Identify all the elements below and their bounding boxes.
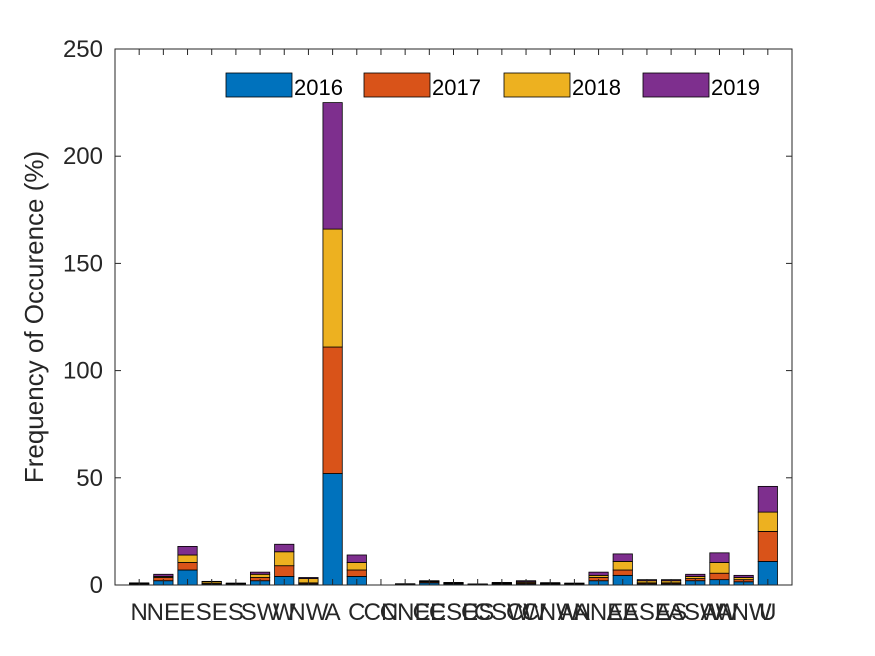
- x-tick-label-S: S: [228, 599, 244, 626]
- x-tick-label-CSE: CSE: [429, 599, 478, 626]
- x-tick-label-ASE: ASE: [623, 599, 671, 626]
- y-tick-label-250: 250: [63, 36, 103, 63]
- legend-label-2019: 2019: [711, 75, 760, 100]
- bar-A-2019: [322, 102, 343, 230]
- x-tick-label-SW: SW: [241, 599, 280, 626]
- x-tick-label-E: E: [180, 599, 196, 626]
- x-tick-label-ANW: ANW: [716, 599, 772, 626]
- x-tick-label-CNE: CNE: [380, 599, 431, 626]
- bar-NW-2019: [298, 577, 319, 579]
- x-tick-label-CN: CN: [364, 599, 399, 626]
- bar-AW-2017: [709, 572, 730, 581]
- legend-swatch-2017: [363, 72, 431, 98]
- x-tick-label-SE: SE: [196, 599, 228, 626]
- bar-C-2017: [346, 569, 367, 577]
- bar-SW-2019: [249, 571, 271, 575]
- x-tick-label-U: U: [759, 599, 776, 626]
- bar-AE-2017: [612, 569, 633, 576]
- y-axis: 0 50 100 150 200 250: [63, 36, 792, 599]
- bar-ANE-2019: [588, 571, 609, 576]
- bar-A-2017: [322, 346, 343, 474]
- x-tick-label-CSW: CSW: [474, 599, 530, 626]
- x-tick-label-CE: CE: [413, 599, 446, 626]
- x-tick-label-CS: CS: [461, 599, 494, 626]
- x-tick-label-N: N: [131, 599, 148, 626]
- x-tick-label-AW: AW: [701, 599, 739, 626]
- bar-E-2018: [177, 554, 198, 563]
- legend-swatch-2016: [225, 72, 293, 98]
- x-tick-label-NE: NE: [147, 599, 180, 626]
- x-tick-label-W: W: [273, 599, 296, 626]
- y-tick-label-50: 50: [76, 465, 103, 492]
- x-tick-label-C: C: [348, 599, 365, 626]
- bar-U-2017: [757, 531, 778, 562]
- legend-swatch-2018: [503, 72, 571, 98]
- legend-swatch-2019: [642, 72, 710, 98]
- bar-ASW-2019: [685, 573, 706, 577]
- bar-C-2019: [346, 554, 367, 563]
- x-tick-label-CW: CW: [506, 599, 546, 626]
- bar-E-2017: [177, 562, 198, 571]
- bar-W-2019: [274, 543, 295, 553]
- x-tick-label-AS: AS: [655, 599, 687, 626]
- legend-label-2017: 2017: [432, 75, 481, 100]
- y-tick-label-200: 200: [63, 143, 103, 170]
- bar-C-2018: [346, 562, 367, 571]
- y-tick-label-100: 100: [63, 358, 103, 385]
- bar-W-2018: [274, 551, 295, 567]
- bar-A-2018: [322, 228, 343, 348]
- y-tick-label-0: 0: [90, 572, 103, 599]
- x-tick-label-NW: NW: [288, 599, 328, 626]
- bar-AW-2019: [709, 552, 730, 563]
- bar-AE-2019: [612, 553, 633, 562]
- bar-NE-2019: [153, 573, 174, 577]
- bar-U-2019: [757, 485, 778, 513]
- x-tick-label-ANE: ANE: [574, 599, 623, 626]
- x-tick-label-AE: AE: [607, 599, 639, 626]
- legend: 2016 2017 2018 2019: [225, 72, 760, 100]
- x-tick-label-ASW: ASW: [668, 599, 723, 626]
- legend-label-2018: 2018: [572, 75, 621, 100]
- x-tick-label-A: A: [325, 599, 341, 626]
- y-axis-label: Frequency of Occurence (%): [19, 151, 49, 483]
- bar-ANW-2019: [733, 574, 754, 578]
- bar-A-2016: [322, 473, 343, 586]
- x-tick-label-AN: AN: [558, 599, 591, 626]
- plot-area: [115, 49, 792, 585]
- bar-SW-2018: [249, 573, 271, 578]
- x-tick-label-CNW: CNW: [522, 599, 580, 626]
- bar-E-2019: [177, 546, 198, 556]
- bar-U-2018: [757, 511, 778, 532]
- legend-label-2016: 2016: [294, 75, 343, 100]
- bar-AW-2018: [709, 562, 730, 574]
- y-tick-label-150: 150: [63, 250, 103, 277]
- bar-AE-2018: [612, 561, 633, 571]
- bar-W-2017: [274, 565, 295, 577]
